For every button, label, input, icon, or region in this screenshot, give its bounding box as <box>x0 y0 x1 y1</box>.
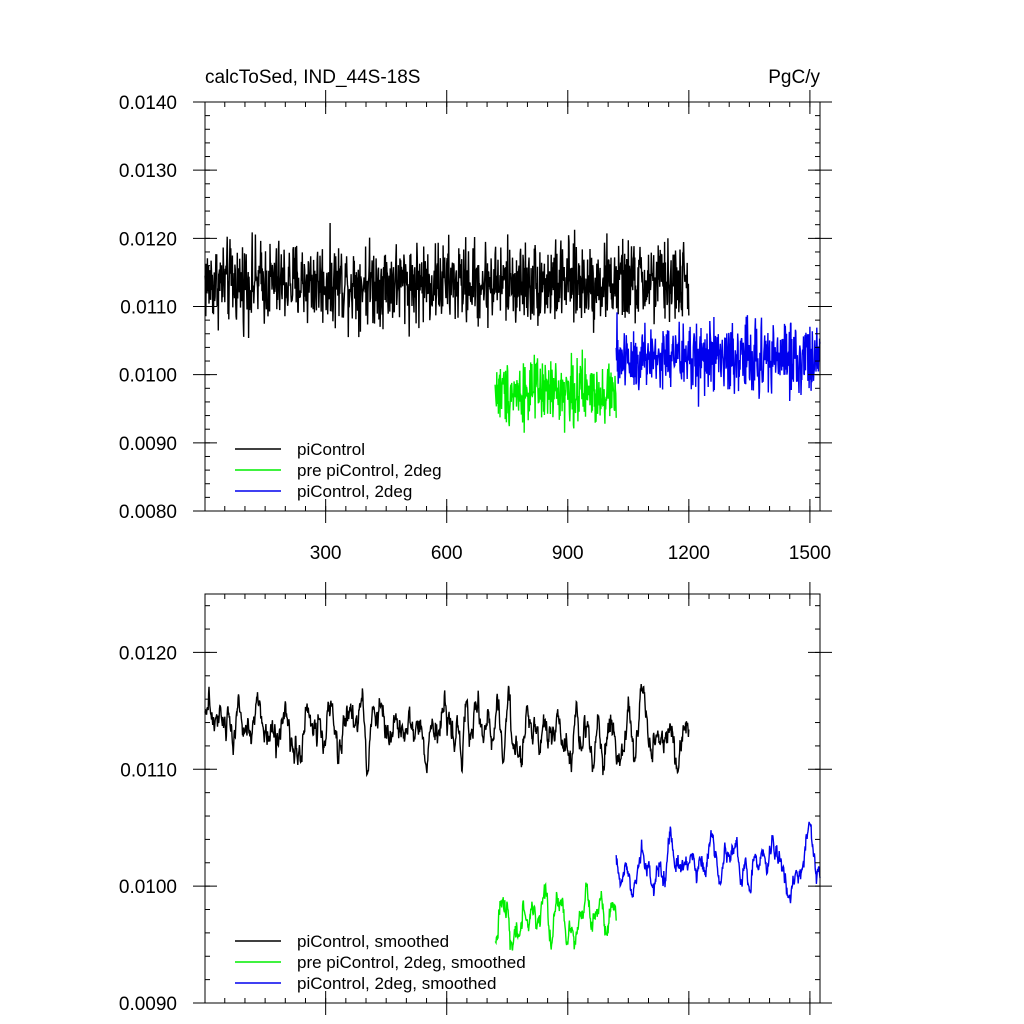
series-line-1 <box>494 349 617 433</box>
plot-frame <box>204 593 821 1004</box>
y-tick-label: 0.0110 <box>120 298 177 319</box>
x-tick-label: 1200 <box>668 543 710 564</box>
y-tick-label: 0.0120 <box>119 643 177 664</box>
chart-title: calcToSed, IND_44S-18S <box>205 67 420 88</box>
y-tick-label: 0.0100 <box>119 366 177 387</box>
legend-label-0: piControl, smoothed <box>297 932 449 951</box>
legend-label-2: piControl, 2deg <box>297 482 412 501</box>
series-line-2 <box>615 821 821 904</box>
top-panel: 0.0080 0.0090 0.0100 0.0110 0.0120 0.0130 0.01… <box>119 90 832 564</box>
y-tick-label: 0.0090 <box>119 994 177 1015</box>
x-tick-label: 900 <box>552 543 584 564</box>
legend-label-1: pre piControl, 2deg, smoothed <box>297 953 526 972</box>
x-tick-label: 1500 <box>789 543 831 564</box>
legend-label-1: pre piControl, 2deg <box>297 461 442 480</box>
y-tick-label: 0.0110 <box>120 760 177 781</box>
series-line-0 <box>204 222 690 339</box>
x-tick-label: 300 <box>310 543 342 564</box>
legend-label-0: piControl <box>297 440 365 459</box>
y-tick-label: 0.0120 <box>119 229 177 250</box>
y-tick-label: 0.0130 <box>119 161 177 182</box>
y-tick-label: 0.0140 <box>119 93 177 114</box>
y-tick-label: 0.0080 <box>119 502 177 523</box>
x-tick-label: 600 <box>431 543 463 564</box>
y-tick-label: 0.0100 <box>119 877 177 898</box>
series-line-1 <box>494 881 617 951</box>
units-label: PgC/y <box>768 67 820 88</box>
series-line-0 <box>204 683 690 778</box>
bottom-panel: 0.0090 0.0100 0.0110 0.0120 piControl, smoot… <box>119 582 832 1015</box>
series-line-2 <box>615 312 821 407</box>
y-tick-label: 0.0090 <box>119 434 177 455</box>
legend-label-2: piControl, 2deg, smoothed <box>297 974 496 993</box>
